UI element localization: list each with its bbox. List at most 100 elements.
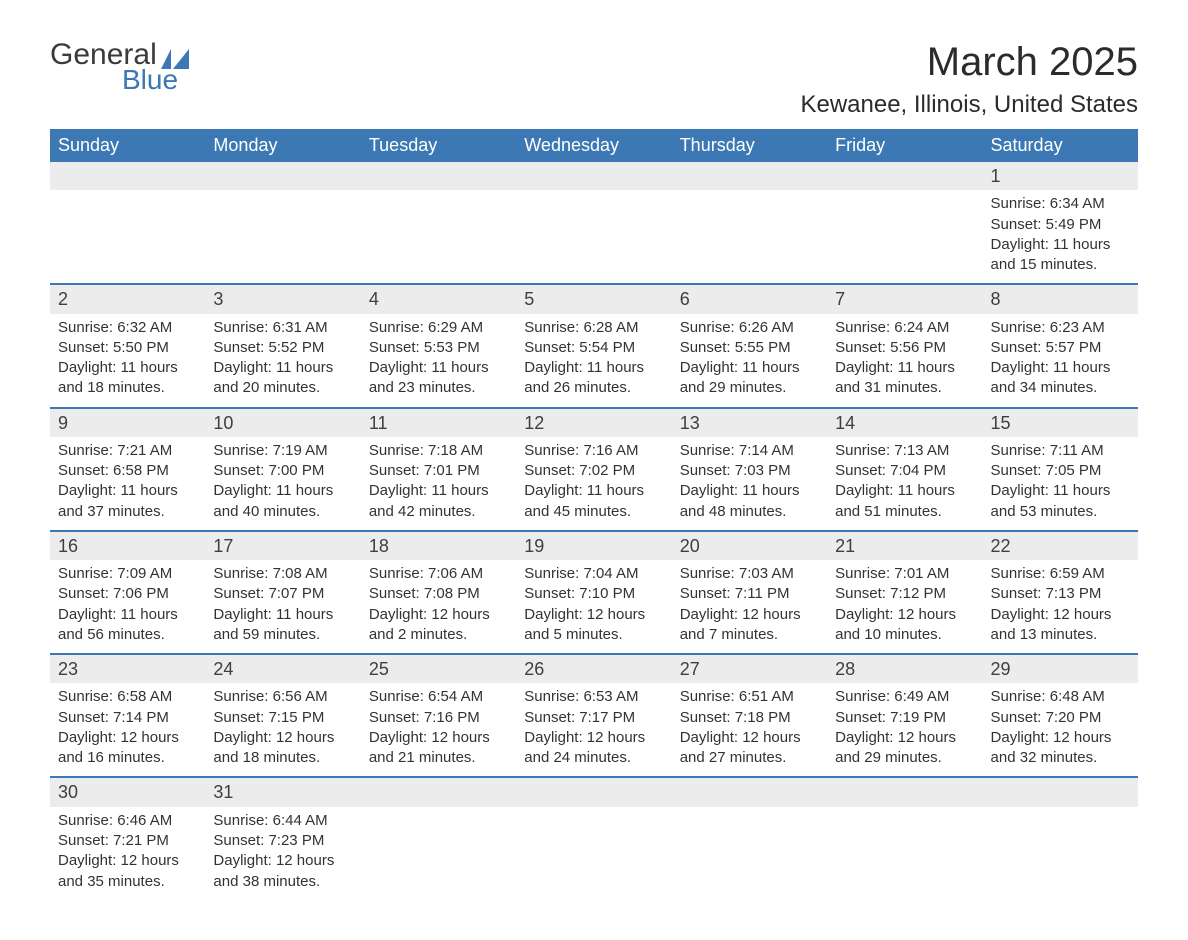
day-daylight1: Daylight: 12 hours <box>524 728 663 748</box>
day-daylight1: Daylight: 11 hours <box>58 358 197 378</box>
day-detail-cell: Sunrise: 6:29 AMSunset: 5:53 PMDaylight:… <box>361 314 516 408</box>
day-detail-cell: Sunrise: 6:51 AMSunset: 7:18 PMDaylight:… <box>672 683 827 777</box>
weekday-header: Thursday <box>672 129 827 162</box>
day-daylight1: Daylight: 12 hours <box>991 605 1130 625</box>
day-daylight1: Daylight: 11 hours <box>58 605 197 625</box>
day-sunrise: Sunrise: 6:48 AM <box>991 687 1130 707</box>
day-detail-cell: Sunrise: 6:26 AMSunset: 5:55 PMDaylight:… <box>672 314 827 408</box>
day-sunrise: Sunrise: 7:21 AM <box>58 441 197 461</box>
day-daylight2: and 10 minutes. <box>835 625 974 645</box>
day-detail-cell <box>361 190 516 284</box>
day-detail-cell <box>50 190 205 284</box>
day-number-cell: 13 <box>672 408 827 437</box>
day-daylight2: and 16 minutes. <box>58 748 197 768</box>
day-number-cell: 27 <box>672 654 827 683</box>
day-daylight1: Daylight: 12 hours <box>680 728 819 748</box>
day-daylight2: and 45 minutes. <box>524 502 663 522</box>
week-detail-row: Sunrise: 6:46 AMSunset: 7:21 PMDaylight:… <box>50 807 1138 900</box>
day-detail-cell <box>361 807 516 900</box>
day-sunset: Sunset: 7:03 PM <box>680 461 819 481</box>
day-daylight1: Daylight: 12 hours <box>835 728 974 748</box>
day-number-cell <box>672 777 827 806</box>
weekday-header: Sunday <box>50 129 205 162</box>
day-number-cell: 25 <box>361 654 516 683</box>
day-sunrise: Sunrise: 7:13 AM <box>835 441 974 461</box>
day-sunset: Sunset: 7:16 PM <box>369 708 508 728</box>
day-daylight2: and 53 minutes. <box>991 502 1130 522</box>
day-number: 21 <box>835 536 855 556</box>
day-detail-cell: Sunrise: 6:24 AMSunset: 5:56 PMDaylight:… <box>827 314 982 408</box>
day-daylight1: Daylight: 11 hours <box>213 481 352 501</box>
day-number-cell <box>50 162 205 190</box>
day-sunset: Sunset: 5:53 PM <box>369 338 508 358</box>
day-daylight2: and 34 minutes. <box>991 378 1130 398</box>
day-detail-cell: Sunrise: 6:32 AMSunset: 5:50 PMDaylight:… <box>50 314 205 408</box>
day-daylight2: and 37 minutes. <box>58 502 197 522</box>
day-sunset: Sunset: 7:15 PM <box>213 708 352 728</box>
day-sunset: Sunset: 7:05 PM <box>991 461 1130 481</box>
day-daylight1: Daylight: 11 hours <box>213 605 352 625</box>
day-number-cell: 11 <box>361 408 516 437</box>
week-daynum-row: 23242526272829 <box>50 654 1138 683</box>
day-number-cell <box>205 162 360 190</box>
day-detail-cell <box>516 190 671 284</box>
day-detail-cell <box>516 807 671 900</box>
day-daylight1: Daylight: 11 hours <box>369 358 508 378</box>
day-detail-cell: Sunrise: 7:09 AMSunset: 7:06 PMDaylight:… <box>50 560 205 654</box>
day-number: 23 <box>58 659 78 679</box>
day-daylight2: and 13 minutes. <box>991 625 1130 645</box>
day-number-cell: 3 <box>205 284 360 313</box>
day-sunset: Sunset: 7:00 PM <box>213 461 352 481</box>
day-number-cell: 22 <box>983 531 1138 560</box>
day-number: 20 <box>680 536 700 556</box>
day-detail-cell: Sunrise: 6:54 AMSunset: 7:16 PMDaylight:… <box>361 683 516 777</box>
day-detail-cell: Sunrise: 7:18 AMSunset: 7:01 PMDaylight:… <box>361 437 516 531</box>
day-daylight1: Daylight: 11 hours <box>58 481 197 501</box>
day-daylight2: and 18 minutes. <box>213 748 352 768</box>
day-daylight1: Daylight: 12 hours <box>213 851 352 871</box>
day-daylight1: Daylight: 11 hours <box>835 358 974 378</box>
day-detail-cell: Sunrise: 7:03 AMSunset: 7:11 PMDaylight:… <box>672 560 827 654</box>
logo-text2: Blue <box>122 66 189 94</box>
day-detail-cell: Sunrise: 7:08 AMSunset: 7:07 PMDaylight:… <box>205 560 360 654</box>
day-daylight2: and 21 minutes. <box>369 748 508 768</box>
day-number: 11 <box>369 413 388 433</box>
day-sunrise: Sunrise: 7:14 AM <box>680 441 819 461</box>
day-sunset: Sunset: 5:54 PM <box>524 338 663 358</box>
day-sunset: Sunset: 5:57 PM <box>991 338 1130 358</box>
day-sunset: Sunset: 5:55 PM <box>680 338 819 358</box>
day-daylight1: Daylight: 11 hours <box>213 358 352 378</box>
day-number: 6 <box>680 289 690 309</box>
day-detail-cell: Sunrise: 7:16 AMSunset: 7:02 PMDaylight:… <box>516 437 671 531</box>
day-daylight2: and 7 minutes. <box>680 625 819 645</box>
day-number: 30 <box>58 782 78 802</box>
day-sunrise: Sunrise: 7:04 AM <box>524 564 663 584</box>
day-number: 1 <box>991 166 1001 186</box>
week-daynum-row: 1 <box>50 162 1138 190</box>
day-number-cell: 17 <box>205 531 360 560</box>
day-detail-cell: Sunrise: 6:44 AMSunset: 7:23 PMDaylight:… <box>205 807 360 900</box>
day-detail-cell <box>205 190 360 284</box>
day-number-cell: 2 <box>50 284 205 313</box>
day-sunrise: Sunrise: 6:54 AM <box>369 687 508 707</box>
day-daylight2: and 51 minutes. <box>835 502 974 522</box>
day-detail-cell: Sunrise: 6:46 AMSunset: 7:21 PMDaylight:… <box>50 807 205 900</box>
day-sunrise: Sunrise: 6:26 AM <box>680 318 819 338</box>
day-daylight2: and 5 minutes. <box>524 625 663 645</box>
day-sunrise: Sunrise: 7:01 AM <box>835 564 974 584</box>
day-number: 13 <box>680 413 700 433</box>
day-daylight2: and 2 minutes. <box>369 625 508 645</box>
day-number-cell: 24 <box>205 654 360 683</box>
day-number: 31 <box>213 782 233 802</box>
day-sunset: Sunset: 5:52 PM <box>213 338 352 358</box>
week-daynum-row: 2345678 <box>50 284 1138 313</box>
day-daylight1: Daylight: 11 hours <box>524 358 663 378</box>
day-sunrise: Sunrise: 6:29 AM <box>369 318 508 338</box>
day-daylight2: and 40 minutes. <box>213 502 352 522</box>
day-number: 28 <box>835 659 855 679</box>
day-detail-cell <box>672 190 827 284</box>
day-sunset: Sunset: 7:04 PM <box>835 461 974 481</box>
month-title: March 2025 <box>800 40 1138 85</box>
day-daylight1: Daylight: 12 hours <box>369 728 508 748</box>
day-detail-cell: Sunrise: 6:28 AMSunset: 5:54 PMDaylight:… <box>516 314 671 408</box>
